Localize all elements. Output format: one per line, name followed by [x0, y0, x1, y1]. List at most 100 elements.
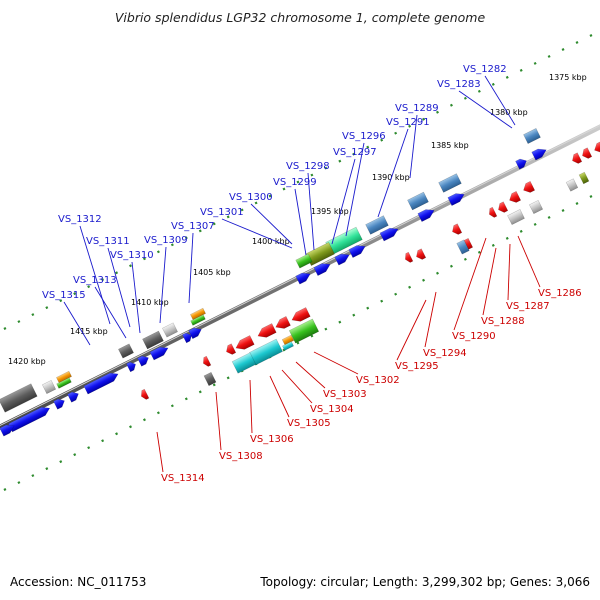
map-title: Vibrio splendidus LGP32 chromosome 1, co…	[114, 10, 486, 25]
reverse-gene-label: VS_1288	[481, 316, 525, 327]
reverse-feature-block	[565, 178, 579, 192]
forward-cds-arrow	[53, 398, 65, 410]
forward-feature-block	[142, 330, 164, 350]
leader-line	[453, 237, 487, 331]
leader-line	[507, 243, 511, 301]
leader-line	[295, 361, 326, 389]
reverse-cds-arrow	[572, 152, 583, 164]
scale-label: 1375 kbp	[549, 73, 587, 82]
leader-line	[159, 246, 167, 324]
forward-cds-arrow	[295, 272, 311, 285]
forward-gene-label: VS_1298	[286, 161, 330, 172]
reverse-feature-block	[507, 209, 525, 225]
reverse-cds-arrow	[582, 147, 593, 159]
forward-gene-label: VS_1291	[386, 117, 430, 128]
forward-gene-label: VS_1313	[73, 275, 117, 286]
reverse-gene-label: VS_1304	[310, 404, 354, 415]
leader-line	[313, 351, 359, 375]
reverse-cds-arrow	[235, 335, 255, 350]
leader-line	[281, 369, 313, 404]
leader-line	[331, 158, 356, 245]
leader-line	[307, 172, 315, 251]
reverse-gene-label: VS_1287	[506, 301, 550, 312]
forward-cds-arrow	[531, 148, 547, 161]
forward-gene-label: VS_1312	[58, 214, 102, 225]
leader-line	[215, 391, 222, 451]
forward-cds-arrow	[137, 355, 149, 367]
reverse-cds-arrow	[291, 307, 311, 322]
label-layer: 1375 kbp 1380 kbp 1385 kbp 1390 kbp 1395 kbp…	[8, 64, 587, 484]
forward-gene-label: VS_1315	[42, 290, 86, 301]
scale-label: 1415 kbp	[70, 327, 108, 336]
forward-feature-block	[295, 253, 313, 269]
forward-feature-block	[162, 322, 178, 338]
forward-gene-label: VS_1301	[200, 207, 244, 218]
genome-summary-text: Topology: circular; Length: 3,299,302 bp…	[260, 575, 590, 589]
leader-line	[396, 299, 427, 361]
forward-cds-arrow	[188, 327, 202, 340]
leader-line	[345, 142, 365, 237]
scale-label: 1380 kbp	[490, 108, 528, 117]
reverse-feature-block	[456, 239, 470, 255]
upper-tick-track	[0, 29, 600, 333]
scale-label: 1395 kbp	[311, 207, 349, 216]
reverse-cds-arrow	[141, 388, 150, 400]
scale-label: 1420 kbp	[8, 357, 46, 366]
leader-line	[107, 247, 131, 328]
reverse-gene-label: VS_1314	[161, 473, 205, 484]
forward-feature-block	[407, 191, 429, 211]
forward-feature-block	[190, 314, 206, 326]
leader-line	[484, 75, 516, 126]
leader-line	[269, 375, 290, 418]
leader-line	[250, 203, 293, 245]
reverse-cds-arrow	[226, 343, 237, 355]
reverse-feature-block	[528, 199, 544, 215]
leader-line	[94, 286, 127, 339]
forward-feature-block	[118, 343, 134, 359]
reverse-gene-label: VS_1303	[323, 389, 367, 400]
reverse-cds-arrow	[203, 355, 212, 367]
leader-line	[249, 379, 253, 434]
forward-feature-block	[438, 173, 462, 193]
scale-label: 1410 kbp	[131, 298, 169, 307]
reverse-cds-arrow	[452, 223, 463, 235]
reverse-cds-arrow	[523, 180, 536, 193]
forward-cds-arrow	[334, 253, 350, 266]
leader-line	[221, 218, 293, 249]
reverse-feature-block	[231, 352, 257, 374]
reverse-gene-label: VS_1305	[287, 418, 331, 429]
reverse-feature-block	[578, 171, 590, 185]
forward-cds-arrow	[348, 245, 366, 258]
lower-tick-track	[0, 190, 600, 494]
forward-gene-label: VS_1297	[333, 147, 377, 158]
forward-cds-arrow	[515, 158, 527, 170]
reverse-cds-arrow	[405, 251, 414, 263]
leader-line	[482, 247, 497, 316]
reverse-feature-block	[281, 334, 295, 346]
forward-cds-arrow	[126, 361, 136, 373]
leader-line	[63, 301, 91, 346]
forward-gene-label: VS_1300	[229, 192, 273, 203]
leader-line	[517, 235, 541, 288]
forward-cds-arrow	[67, 391, 79, 403]
leader-line	[188, 232, 194, 304]
forward-cds-arrow	[313, 263, 331, 276]
forward-gene-label: VS_1289	[395, 103, 439, 114]
scale-label: 1400 kbp	[252, 237, 290, 246]
reverse-feature-block	[288, 318, 320, 344]
reverse-gene-label: VS_1290	[452, 331, 496, 342]
forward-cds-arrow	[7, 407, 51, 433]
reverse-cds-arrow	[416, 248, 427, 260]
reverse-gene-label: VS_1306	[250, 434, 294, 445]
forward-gene-label: VS_1299	[273, 177, 317, 188]
forward-cds-arrow	[379, 227, 399, 242]
reverse-cds-arrow	[489, 206, 498, 218]
scale-label: 1390 kbp	[372, 173, 410, 182]
reverse-gene-label: VS_1295	[395, 361, 439, 372]
reverse-feature-block	[203, 371, 217, 387]
forward-gene-label: VS_1282	[463, 64, 507, 75]
leader-line	[424, 291, 437, 348]
reverse-gene-label: VS_1294	[423, 348, 467, 359]
feature-layer	[0, 128, 600, 437]
